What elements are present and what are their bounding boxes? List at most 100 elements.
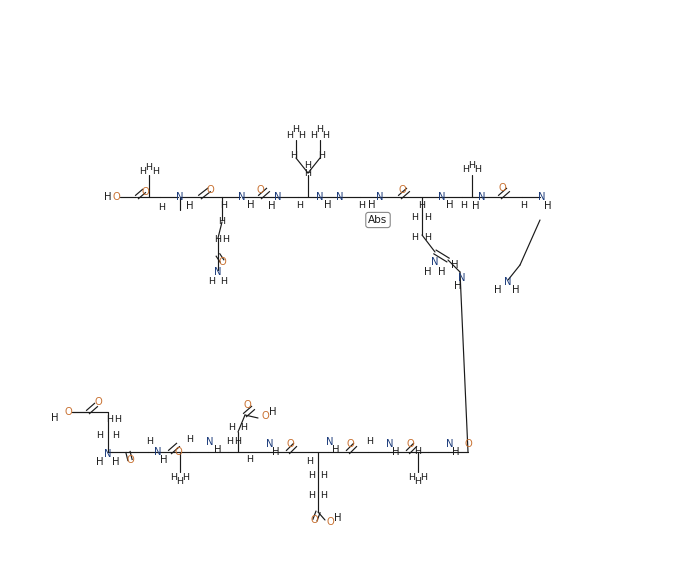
Text: H: H — [226, 438, 233, 446]
Text: N: N — [105, 449, 111, 459]
Text: H: H — [424, 233, 431, 243]
Text: O: O — [206, 185, 214, 195]
Text: N: N — [504, 277, 512, 287]
Text: H: H — [334, 513, 342, 523]
Text: H: H — [472, 201, 480, 211]
Text: N: N — [154, 447, 162, 457]
Text: O: O — [243, 400, 251, 410]
Text: H: H — [51, 413, 58, 423]
Text: H: H — [145, 163, 153, 171]
Text: H: H — [286, 130, 294, 139]
Text: H: H — [424, 214, 431, 222]
Text: H: H — [214, 445, 222, 455]
Text: H: H — [96, 431, 103, 439]
Text: H: H — [544, 201, 552, 211]
Text: H: H — [424, 267, 432, 277]
Text: N: N — [447, 439, 454, 449]
Text: O: O — [346, 439, 354, 449]
Text: H: H — [290, 152, 297, 160]
Text: H: H — [114, 415, 122, 425]
Text: H: H — [447, 200, 454, 210]
Text: O: O — [94, 397, 102, 407]
Text: H: H — [241, 424, 248, 432]
Text: N: N — [206, 437, 214, 447]
Text: N: N — [386, 439, 394, 449]
Text: N: N — [316, 192, 324, 202]
Text: H: H — [268, 201, 276, 211]
Text: H: H — [319, 152, 325, 160]
Text: O: O — [498, 183, 506, 193]
Text: H: H — [222, 236, 230, 245]
Text: H: H — [323, 130, 330, 139]
Text: H: H — [452, 447, 460, 457]
Text: H: H — [420, 473, 427, 481]
Text: H: H — [513, 285, 519, 295]
Text: O: O — [406, 439, 414, 449]
Text: N: N — [376, 192, 384, 202]
Text: H: H — [113, 431, 120, 439]
Text: O: O — [464, 439, 472, 449]
Text: H: H — [411, 233, 418, 243]
Text: H: H — [414, 448, 422, 456]
Text: O: O — [126, 455, 134, 465]
Text: O: O — [398, 185, 406, 195]
Text: O: O — [326, 517, 334, 527]
Text: H: H — [219, 218, 226, 226]
Text: H: H — [247, 200, 255, 210]
Text: Abs: Abs — [368, 215, 387, 225]
Text: H: H — [208, 277, 215, 287]
Text: O: O — [261, 411, 269, 421]
Text: N: N — [538, 192, 546, 202]
Text: H: H — [310, 130, 317, 139]
Text: H: H — [215, 236, 222, 245]
Text: H: H — [112, 457, 120, 467]
Text: H: H — [306, 457, 314, 466]
Text: H: H — [324, 200, 332, 210]
Text: O: O — [286, 439, 294, 449]
Text: H: H — [438, 267, 446, 277]
Text: H: H — [153, 167, 160, 177]
Text: H: H — [147, 438, 153, 446]
Text: N: N — [275, 192, 282, 202]
Text: H: H — [409, 473, 416, 481]
Text: H: H — [158, 202, 166, 212]
Text: O: O — [256, 185, 264, 195]
Text: H: H — [107, 415, 114, 425]
Text: H: H — [414, 477, 422, 487]
Text: N: N — [214, 267, 222, 277]
Text: H: H — [411, 214, 418, 222]
Text: H: H — [358, 201, 365, 211]
Text: N: N — [431, 257, 439, 267]
Text: H: H — [228, 424, 235, 432]
Text: N: N — [458, 273, 466, 283]
Text: N: N — [326, 437, 334, 447]
Text: H: H — [308, 470, 316, 480]
Text: H: H — [418, 201, 425, 211]
Text: N: N — [438, 192, 446, 202]
Text: H: H — [305, 160, 312, 170]
Text: H: H — [494, 285, 502, 295]
Text: H: H — [177, 477, 184, 487]
Text: H: H — [367, 438, 374, 446]
Text: O: O — [141, 187, 149, 197]
Text: O: O — [218, 257, 226, 267]
Text: H: H — [171, 473, 178, 481]
Text: H: H — [269, 407, 277, 417]
Text: H: H — [246, 456, 253, 464]
Text: H: H — [521, 201, 528, 211]
Text: H: H — [451, 260, 459, 270]
Text: H: H — [297, 201, 303, 211]
Text: H: H — [462, 166, 469, 174]
Text: H: H — [469, 160, 475, 170]
Text: H: H — [186, 435, 193, 445]
Text: H: H — [299, 130, 305, 139]
Text: H: H — [292, 126, 299, 135]
Text: H: H — [454, 281, 462, 291]
Text: N: N — [478, 192, 486, 202]
Text: H: H — [321, 470, 327, 480]
Text: H: H — [305, 168, 312, 177]
Text: H: H — [186, 201, 194, 211]
Text: H: H — [96, 457, 104, 467]
Text: H: H — [160, 455, 168, 465]
Text: H: H — [182, 473, 189, 481]
